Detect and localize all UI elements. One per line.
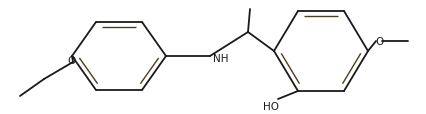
Text: O: O bbox=[375, 37, 383, 47]
Text: HO: HO bbox=[263, 101, 279, 111]
Text: O: O bbox=[67, 56, 75, 65]
Text: NH: NH bbox=[213, 54, 228, 63]
